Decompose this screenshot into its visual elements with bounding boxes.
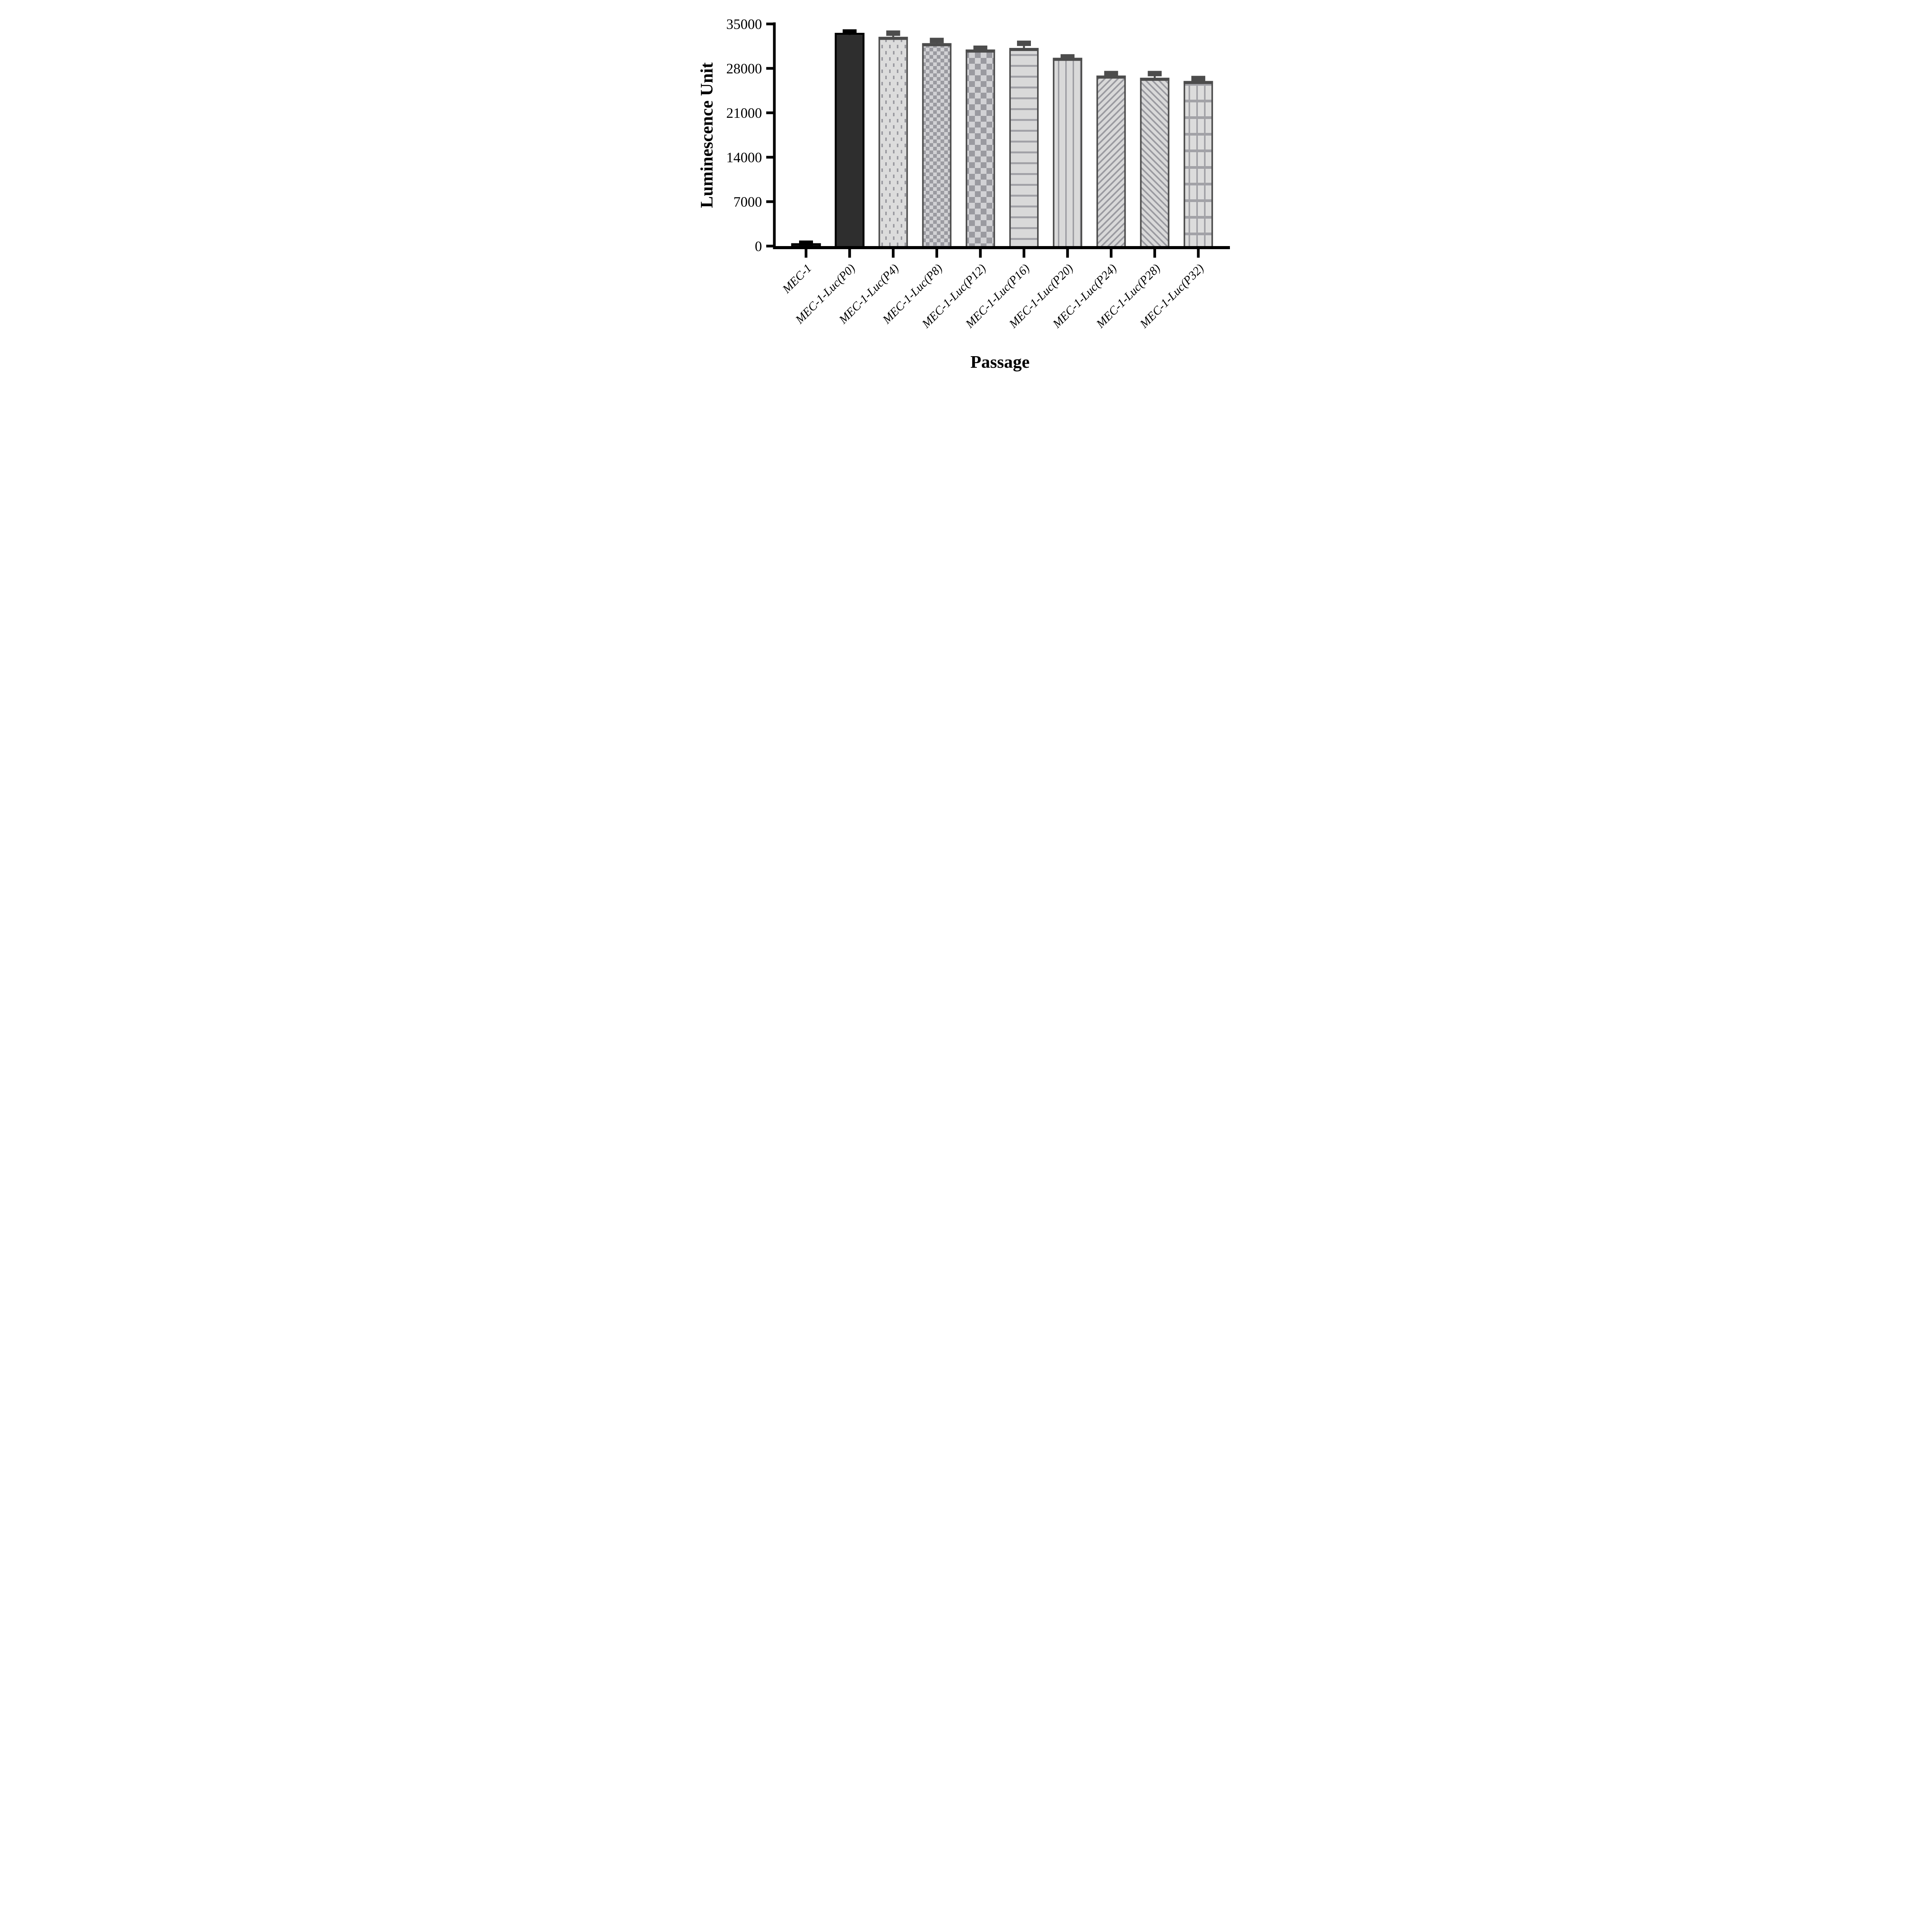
- y-tick-label-21000: 21000: [726, 105, 762, 121]
- y-tick-label-7000: 7000: [733, 194, 762, 210]
- error-bars-group: [799, 29, 1206, 246]
- bar-mec-1-luc-p4: [878, 37, 908, 249]
- error-bar-cap: [1104, 71, 1118, 76]
- bar-chart: 0 7000 14000 21000 28000 35000 MEC-1MEC-1-Luc…: [697, 17, 1230, 372]
- x-axis-ticks-group: MEC-1MEC-1-Luc(P0)MEC-1-Luc(P4)MEC-1-Luc…: [779, 249, 1206, 331]
- error-bar-cap: [1148, 71, 1162, 76]
- error-bar-cap: [1060, 54, 1075, 60]
- bar-mec-1-luc-p16: [1009, 48, 1039, 249]
- error-bar-cap: [973, 45, 988, 51]
- figure: 0 7000 14000 21000 28000 35000 MEC-1 MEC-1-Luc…: [691, 0, 1241, 385]
- y-tick-label-0: 0: [755, 239, 762, 255]
- error-bar-stem: [892, 33, 895, 39]
- bar-mec-1-luc-p0: [835, 32, 865, 249]
- error-bar-cap: [886, 30, 900, 36]
- axes-group: [773, 22, 1230, 249]
- bar-mec-1-luc-p20: [1053, 58, 1082, 249]
- y-axis-ticks-group: 0 7000 14000 21000 28000 35000: [726, 17, 773, 255]
- bar-mec-1-luc-p12: [966, 49, 995, 249]
- error-bar-cap: [1017, 41, 1031, 46]
- bar-mec-1-luc-p24: [1096, 75, 1126, 249]
- error-bar-stem: [1023, 43, 1025, 50]
- bars-group: [791, 32, 1213, 249]
- y-axis-title: Luminescence Unit: [697, 62, 716, 208]
- error-bar-cap: [799, 240, 813, 246]
- y-tick-label-28000: 28000: [726, 61, 762, 77]
- x-tick-label-mec-1: MEC-1: [779, 261, 814, 296]
- bar-mec-1-luc-p32: [1184, 81, 1213, 248]
- error-bar-stem: [1153, 73, 1156, 80]
- y-tick-label-35000: 35000: [726, 17, 762, 32]
- bar-mec-1-luc-p28: [1140, 78, 1170, 249]
- y-tick-label-14000: 14000: [726, 150, 762, 166]
- x-axis-title: Passage: [970, 352, 1029, 372]
- bar-mec-1-luc-p8: [922, 43, 952, 248]
- error-bar-cap: [930, 37, 944, 43]
- error-bar-cap: [842, 29, 857, 35]
- error-bar-cap: [1191, 76, 1206, 82]
